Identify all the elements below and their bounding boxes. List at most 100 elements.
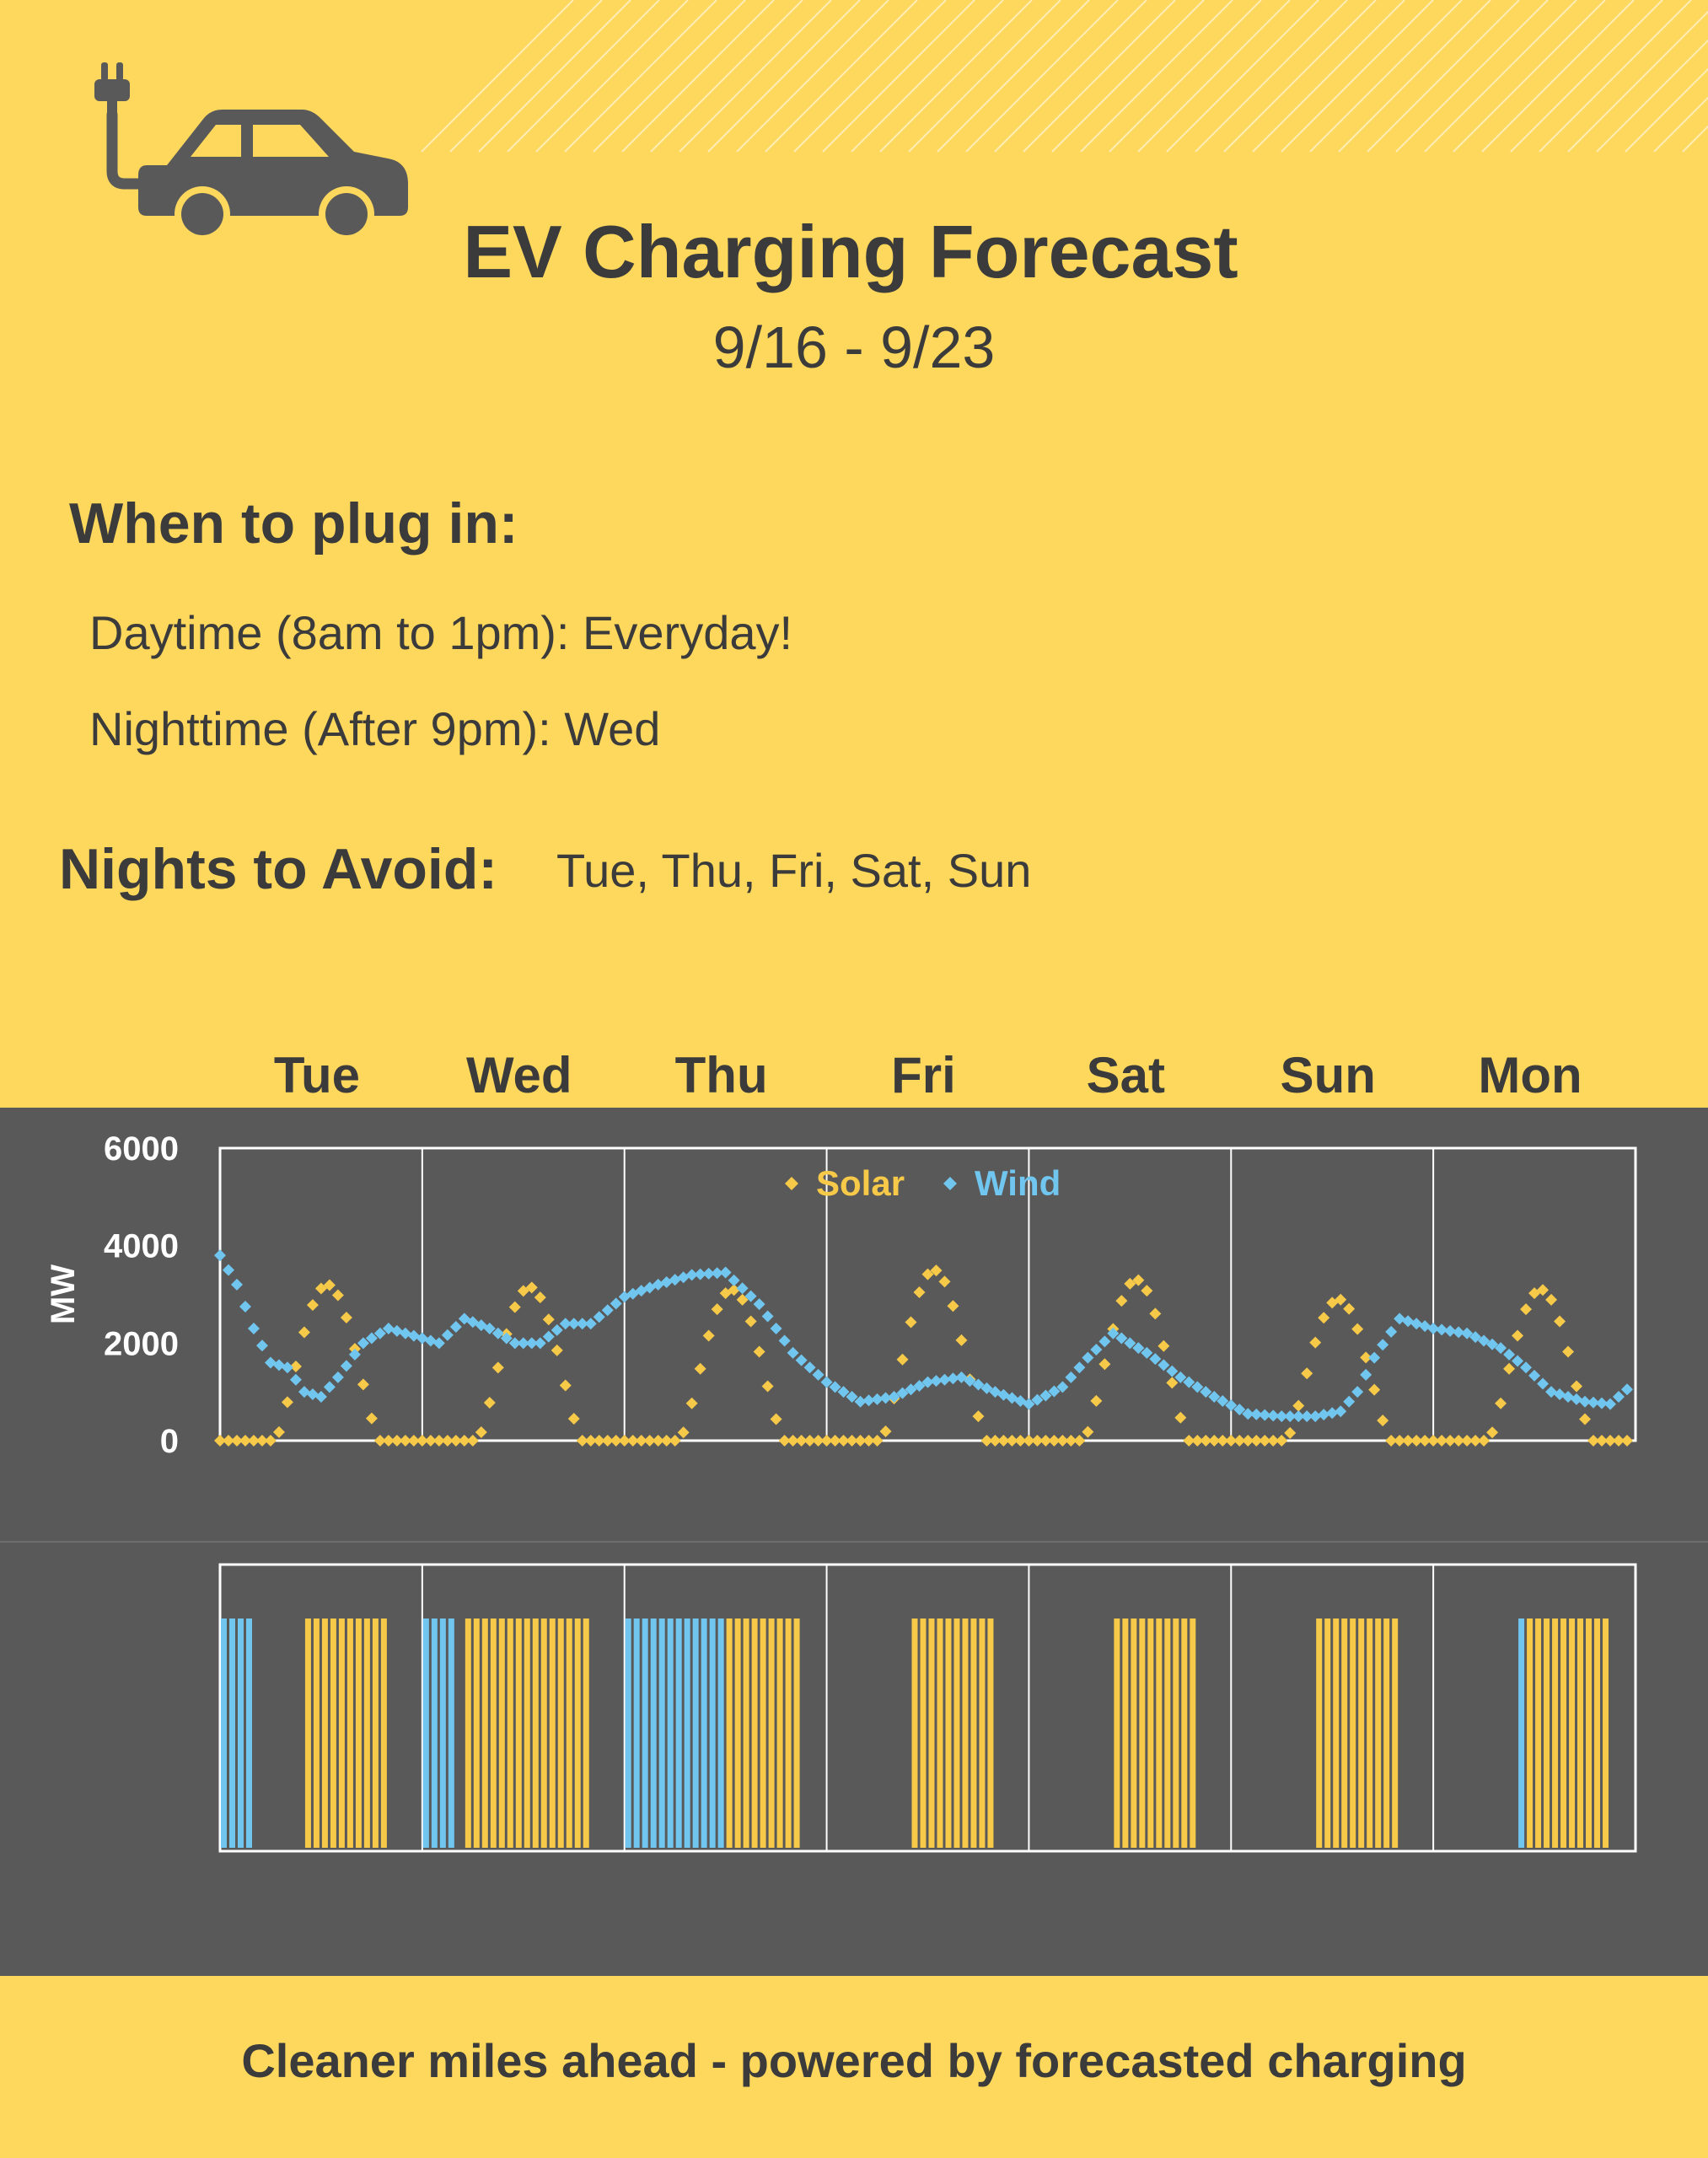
wind-point — [980, 1382, 993, 1394]
bar-plot-frame — [218, 1563, 1637, 1853]
day-label: Fri — [891, 1047, 956, 1103]
wind-point — [1562, 1390, 1575, 1403]
solar-point — [1360, 1351, 1372, 1364]
solar-point — [1115, 1295, 1128, 1307]
wind-point — [441, 1329, 454, 1341]
wind-point — [803, 1361, 816, 1374]
solar-point — [862, 1435, 875, 1447]
date-range: 9/16 - 9/23 — [712, 314, 996, 380]
legend-solar-label: Solar — [816, 1163, 905, 1203]
wind-point — [1023, 1398, 1035, 1410]
solar-charging-bar — [945, 1618, 952, 1848]
chart-legend: Solar Wind — [785, 1163, 1061, 1203]
solar-point — [618, 1435, 631, 1447]
solar-point — [997, 1435, 1010, 1447]
wind-point — [660, 1276, 673, 1289]
solar-charging-bar — [970, 1618, 977, 1848]
solar-charging-bar — [515, 1618, 522, 1848]
solar-point — [660, 1435, 673, 1447]
stripe-line — [1051, 0, 1205, 153]
daytime-recommendation: Daytime (8am to 1pm): Everyday! — [89, 606, 793, 659]
wind-point — [1537, 1377, 1550, 1390]
solar-point — [491, 1361, 504, 1374]
solar-point — [576, 1435, 588, 1447]
wind-point — [542, 1330, 555, 1343]
wind-point — [1098, 1335, 1111, 1348]
wind-point — [1596, 1397, 1609, 1409]
solar-point — [1166, 1377, 1179, 1389]
solar-point — [896, 1353, 909, 1366]
wind-point — [1174, 1371, 1187, 1383]
solar-charging-bar — [953, 1618, 960, 1848]
solar-point — [466, 1435, 479, 1447]
solar-point — [264, 1435, 277, 1447]
solar-point — [1149, 1307, 1162, 1320]
wind-point — [1326, 1407, 1339, 1420]
wind-point — [761, 1310, 774, 1323]
solar-point — [787, 1435, 799, 1447]
wind-point — [1385, 1325, 1398, 1338]
wind-point — [1309, 1410, 1322, 1423]
solar-charging-bar — [380, 1618, 387, 1848]
wind-charging-bar — [633, 1618, 640, 1848]
wind-point — [1039, 1389, 1052, 1402]
solar-point — [1174, 1411, 1187, 1424]
wind-point — [770, 1322, 782, 1334]
solar-charging-bar — [574, 1618, 581, 1848]
solar-point — [323, 1279, 336, 1291]
solar-point — [289, 1361, 302, 1373]
solar-charging-bar — [1544, 1618, 1550, 1848]
stripe-line — [1137, 0, 1291, 153]
solar-charging-bar — [346, 1618, 353, 1848]
wind-point — [1503, 1348, 1516, 1361]
solar-point — [1124, 1277, 1136, 1290]
wind-charging-bar — [221, 1618, 227, 1848]
wind-point — [365, 1332, 378, 1345]
wind-point — [264, 1356, 277, 1369]
solar-point — [1469, 1435, 1482, 1447]
page-title: EV Charging Forecast — [463, 210, 1238, 293]
stripe-line — [1195, 0, 1348, 153]
day-label: Sat — [1087, 1047, 1165, 1103]
wind-point — [862, 1394, 875, 1407]
solar-charging-bar — [1333, 1618, 1340, 1848]
y-tick-label: 4000 — [104, 1228, 179, 1265]
stripe-line — [1166, 0, 1319, 153]
solar-point — [989, 1435, 1002, 1447]
solar-point — [871, 1435, 884, 1447]
solar-charging-bar — [1324, 1618, 1331, 1848]
solar-point — [1259, 1435, 1271, 1447]
solar-charging-bar — [1139, 1618, 1146, 1848]
solar-point — [1048, 1435, 1061, 1447]
wind-point — [214, 1249, 226, 1262]
wind-point — [1377, 1339, 1389, 1351]
wind-point — [1335, 1405, 1347, 1418]
solar-charging-bar — [557, 1618, 564, 1848]
wind-point — [728, 1274, 740, 1286]
panel-divider — [0, 1541, 1708, 1543]
stripe-line — [507, 0, 660, 153]
solar-point — [382, 1435, 395, 1447]
wind-point — [517, 1337, 529, 1350]
solar-charging-bar — [481, 1618, 488, 1848]
solar-point — [1200, 1435, 1212, 1447]
solar-point — [846, 1435, 858, 1447]
stripe-line — [1223, 0, 1377, 153]
wind-point — [298, 1386, 310, 1398]
stripe-line — [535, 0, 689, 153]
solar-point — [222, 1435, 234, 1447]
solar-charging-bar — [743, 1618, 749, 1848]
wind-charging-bar — [642, 1618, 648, 1848]
solar-point — [980, 1435, 993, 1447]
solar-point — [1276, 1435, 1288, 1447]
solar-point — [947, 1300, 959, 1313]
wind-point — [1394, 1313, 1406, 1325]
wind-point — [1402, 1315, 1415, 1328]
solar-point — [1065, 1435, 1077, 1447]
stripe-line — [1109, 0, 1262, 153]
wind-point — [559, 1318, 572, 1330]
wind-point — [348, 1348, 361, 1361]
wind-point — [1621, 1383, 1634, 1396]
solar-point — [1250, 1435, 1263, 1447]
solar-point — [1520, 1303, 1533, 1316]
